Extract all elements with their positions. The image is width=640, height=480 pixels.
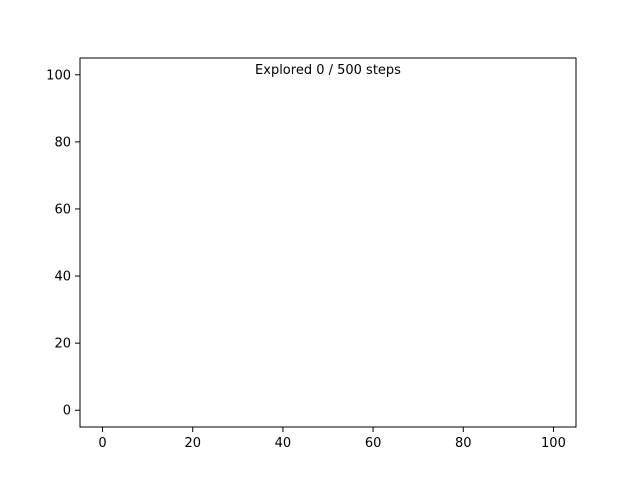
y-tick-label: 80 xyxy=(54,135,71,150)
y-tick-label: 20 xyxy=(54,337,71,352)
y-tick-label: 40 xyxy=(54,270,71,285)
y-axis: 0 20 40 60 80 100 xyxy=(46,68,80,419)
x-tick-label: 60 xyxy=(365,436,382,451)
x-tick-label: 20 xyxy=(184,436,201,451)
x-tick-label: 0 xyxy=(98,436,106,451)
plot-area xyxy=(79,57,577,428)
y-tick-label: 0 xyxy=(63,404,71,419)
y-tick-label: 60 xyxy=(54,202,71,217)
x-tick-label: 100 xyxy=(541,436,566,451)
x-tick-label: 80 xyxy=(455,436,472,451)
y-tick-label: 100 xyxy=(46,68,71,83)
x-tick-label: 40 xyxy=(275,436,292,451)
step-counter-annotation: Explored 0 / 500 steps xyxy=(255,63,401,78)
x-axis: 0 20 40 60 80 100 xyxy=(98,427,566,451)
